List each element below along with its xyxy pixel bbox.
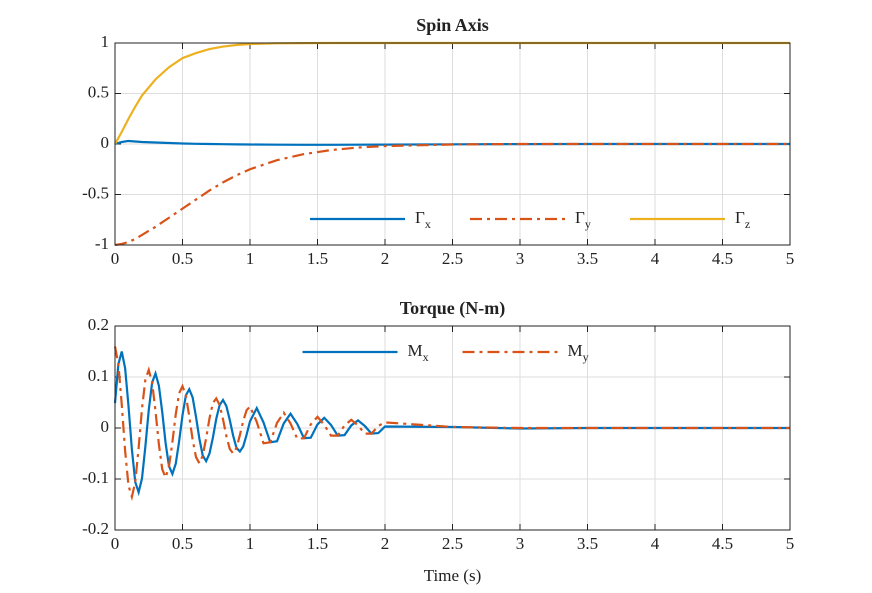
legend-label: Γz <box>735 208 750 231</box>
x-axis-label: Time (s) <box>424 566 481 585</box>
x-tick-label: 1 <box>246 249 255 268</box>
x-tick-label: 4 <box>651 249 660 268</box>
y-tick-label: -0.2 <box>82 519 109 538</box>
x-tick-label: 0 <box>111 249 120 268</box>
y-tick-label: 0.2 <box>88 315 109 334</box>
x-tick-label: 5 <box>786 249 795 268</box>
x-tick-label: 1 <box>246 534 255 553</box>
x-tick-label: 0.5 <box>172 249 193 268</box>
x-tick-label: 2.5 <box>442 249 463 268</box>
x-tick-label: 1.5 <box>307 534 328 553</box>
x-tick-label: 4.5 <box>712 249 733 268</box>
x-tick-label: 0 <box>111 534 120 553</box>
y-tick-label: -0.5 <box>82 183 109 202</box>
x-tick-label: 1.5 <box>307 249 328 268</box>
legend-label: Γx <box>415 208 431 231</box>
y-tick-label: 0 <box>101 417 110 436</box>
x-tick-label: 2 <box>381 249 390 268</box>
y-tick-label: 0.1 <box>88 366 109 385</box>
data-line <box>114 142 790 247</box>
chart-title: Spin Axis <box>416 15 489 35</box>
y-tick-label: -0.1 <box>82 468 109 487</box>
x-tick-label: 4 <box>651 534 660 553</box>
legend-label: Γy <box>575 208 591 231</box>
x-tick-label: 3.5 <box>577 534 598 553</box>
chart-title: Torque (N-m) <box>400 298 506 319</box>
data-line <box>113 346 790 502</box>
legend-label: Mx <box>408 341 429 364</box>
data-line <box>114 139 790 146</box>
x-tick-label: 4.5 <box>712 534 733 553</box>
x-tick-label: 3 <box>516 534 525 553</box>
x-tick-label: 2.5 <box>442 534 463 553</box>
x-tick-label: 3 <box>516 249 525 268</box>
axes-box <box>114 42 791 246</box>
legend-label: My <box>568 341 589 364</box>
y-tick-label: 0.5 <box>88 82 109 101</box>
x-tick-label: 0.5 <box>172 534 193 553</box>
axes-box <box>114 325 791 531</box>
y-tick-label: -1 <box>95 234 109 253</box>
x-tick-label: 3.5 <box>577 249 598 268</box>
x-tick-label: 5 <box>786 534 795 553</box>
y-tick-label: 0 <box>101 133 110 152</box>
x-tick-label: 2 <box>381 534 390 553</box>
y-tick-label: 1 <box>101 32 110 51</box>
